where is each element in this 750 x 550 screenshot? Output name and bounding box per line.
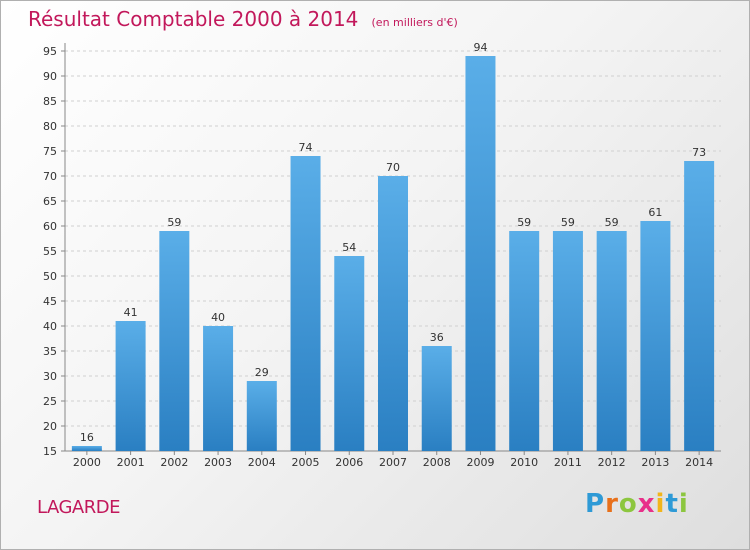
logo-letter: i (655, 489, 666, 519)
y-tick-label: 60 (43, 220, 57, 233)
bar-value-label: 70 (386, 161, 400, 174)
bar-value-label: 41 (124, 306, 138, 319)
x-tick-label: 2007 (379, 456, 407, 469)
bar[interactable] (640, 221, 671, 451)
bar[interactable] (378, 176, 408, 451)
bar[interactable] (334, 256, 365, 451)
bar[interactable] (596, 231, 627, 451)
bar-value-label: 94 (473, 41, 487, 54)
x-tick-label: 2004 (248, 456, 276, 469)
y-tick-label: 50 (43, 270, 57, 283)
y-tick-label: 35 (43, 345, 57, 358)
y-tick-label: 75 (43, 145, 57, 158)
bar[interactable] (465, 56, 496, 451)
y-tick-label: 85 (43, 95, 57, 108)
x-tick-label: 2006 (335, 456, 363, 469)
logo-letter: o (618, 489, 638, 519)
x-tick-label: 2002 (160, 456, 188, 469)
y-tick-label: 65 (43, 195, 57, 208)
y-tick-label: 80 (43, 120, 57, 133)
y-tick-label: 70 (43, 170, 57, 183)
logo-letter: P (585, 489, 606, 519)
y-tick-label: 30 (43, 370, 57, 383)
bar[interactable] (421, 346, 452, 451)
logo-letter: i (678, 489, 689, 519)
x-tick-label: 2013 (641, 456, 669, 469)
x-tick-label: 2009 (466, 456, 494, 469)
x-tick-label: 2003 (204, 456, 232, 469)
x-tick-label: 2001 (117, 456, 145, 469)
bar[interactable] (159, 231, 190, 451)
bar[interactable] (509, 231, 540, 451)
bar-value-label: 59 (561, 216, 575, 229)
logo-letter: x (637, 489, 656, 519)
bar-value-label: 36 (430, 331, 444, 344)
bar[interactable] (115, 321, 146, 451)
proxiti-logo[interactable]: Proxiti (585, 489, 689, 519)
bar[interactable] (552, 231, 583, 451)
logo-letter: t (665, 489, 679, 519)
x-tick-label: 2000 (73, 456, 101, 469)
y-tick-label: 40 (43, 320, 57, 333)
logo-letter: r (605, 489, 619, 519)
x-tick-label: 2008 (423, 456, 451, 469)
bar-value-label: 73 (692, 146, 706, 159)
bar[interactable] (71, 446, 102, 451)
bar-value-label: 59 (605, 216, 619, 229)
bar-value-label: 40 (211, 311, 225, 324)
title-row: Résultat Comptable 2000 à 2014 (en milli… (28, 7, 458, 31)
y-tick-label: 15 (43, 445, 57, 458)
bar-value-label: 16 (80, 431, 94, 444)
bar-value-label: 54 (342, 241, 356, 254)
x-tick-label: 2005 (292, 456, 320, 469)
y-tick-label: 25 (43, 395, 57, 408)
bar[interactable] (290, 156, 321, 451)
x-tick-label: 2014 (685, 456, 713, 469)
bar-value-label: 59 (167, 216, 181, 229)
y-tick-label: 95 (43, 45, 57, 58)
bar[interactable] (203, 326, 234, 451)
chart-title: Résultat Comptable 2000 à 2014 (28, 7, 359, 31)
y-tick-label: 20 (43, 420, 57, 433)
bar-value-label: 74 (299, 141, 313, 154)
bar[interactable] (684, 161, 715, 451)
bar-value-label: 29 (255, 366, 269, 379)
bar-value-label: 59 (517, 216, 531, 229)
bar[interactable] (246, 381, 277, 451)
x-tick-label: 2011 (554, 456, 582, 469)
commune-name: LAGARDE (37, 497, 120, 518)
chart-unit: (en milliers d'€) (371, 16, 458, 29)
y-tick-label: 55 (43, 245, 57, 258)
x-tick-label: 2010 (510, 456, 538, 469)
y-tick-label: 45 (43, 295, 57, 308)
x-tick-label: 2012 (598, 456, 626, 469)
y-tick-label: 90 (43, 70, 57, 83)
bar-value-label: 61 (648, 206, 662, 219)
